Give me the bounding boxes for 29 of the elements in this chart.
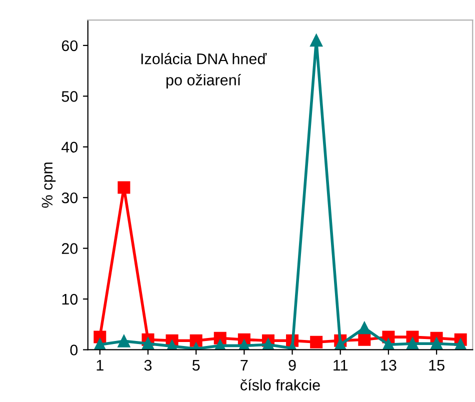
y-tick-label: 10 — [62, 294, 78, 305]
y-tick-label: 20 — [62, 243, 78, 254]
point — [142, 337, 154, 350]
x-axis-title: číslo frakcie — [240, 379, 320, 390]
point — [118, 181, 130, 194]
x-tick-label: 13 — [381, 360, 396, 371]
y-tick-label: 50 — [62, 91, 78, 102]
y-tick-label: 30 — [62, 192, 78, 204]
point — [358, 333, 371, 346]
x-tick-label: 3 — [144, 360, 152, 371]
y-tick-label: 0 — [70, 344, 78, 356]
point — [310, 34, 323, 47]
point — [406, 337, 419, 350]
x-tick-label: 11 — [334, 360, 348, 371]
x-tick-label: 9 — [288, 360, 296, 371]
annotation: Izolácia DNA hneď po ožiarení — [141, 52, 267, 88]
point — [214, 332, 226, 344]
y-tick-label: 60 — [62, 40, 78, 52]
point — [430, 337, 443, 350]
y-axis-title: % cpm — [42, 162, 56, 208]
point — [190, 334, 202, 347]
x-tick-label: 7 — [240, 360, 248, 371]
point — [358, 322, 371, 334]
y-tick-label: 40 — [62, 142, 78, 153]
point — [310, 336, 323, 348]
x-tick-label: 1 — [96, 360, 104, 371]
x-tick-label: 5 — [192, 360, 200, 371]
x-tick-label: 15 — [429, 360, 444, 371]
point — [118, 334, 130, 348]
